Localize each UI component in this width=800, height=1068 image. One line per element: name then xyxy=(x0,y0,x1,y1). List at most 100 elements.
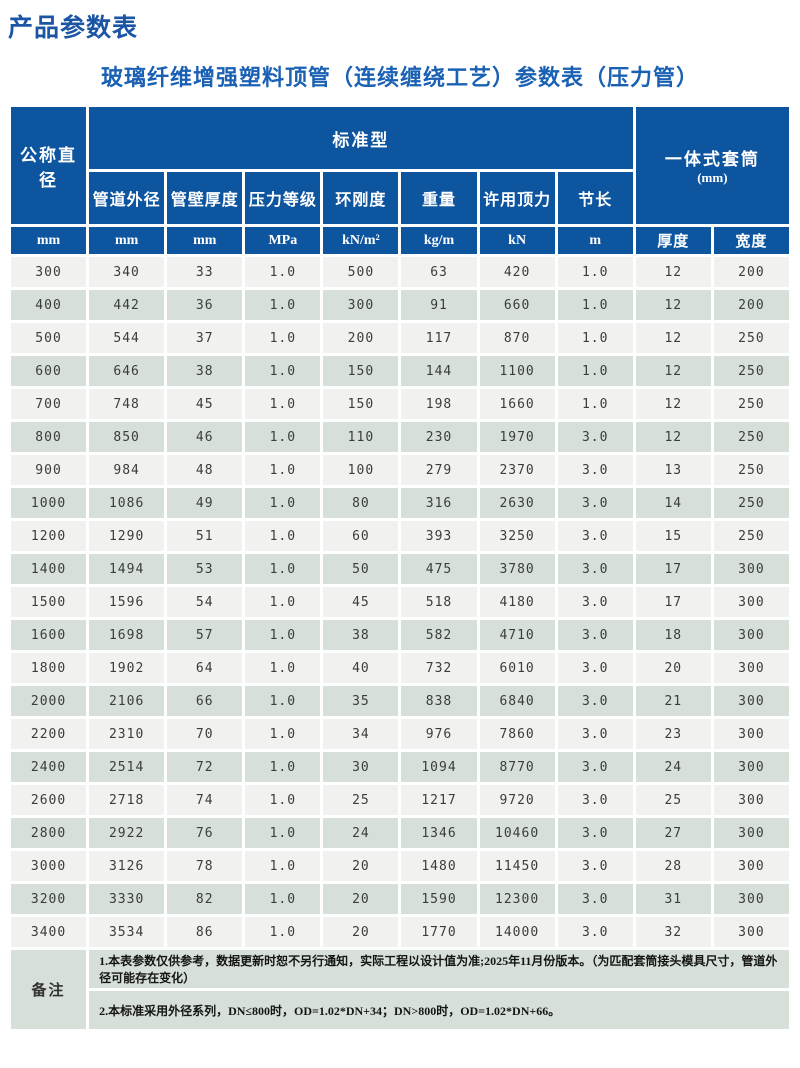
table-cell: 3.0 xyxy=(557,455,633,485)
table-row: 1400 1494 53 1.0 50 475 3780 3.0 17 300 xyxy=(11,554,789,584)
table-cell: 23 xyxy=(635,719,711,749)
table-cell: 279 xyxy=(401,455,477,485)
header-nominal-diameter: 公称直径 xyxy=(11,107,87,224)
table-cell: 1902 xyxy=(89,653,165,683)
table-header: 公称直径 标准型 一体式套筒 (mm) 管道外径 管壁厚度 压力等级 环刚度 重量 许用顶… xyxy=(11,107,789,254)
table-cell: 11450 xyxy=(479,851,555,881)
table-cell: 2630 xyxy=(479,488,555,518)
table-cell: 800 xyxy=(11,422,87,452)
table-row: 2200 2310 70 1.0 34 976 7860 3.0 23 300 xyxy=(11,719,789,749)
table-cell: 732 xyxy=(401,653,477,683)
table-cell: 420 xyxy=(479,257,555,287)
table-cell: 3.0 xyxy=(557,851,633,881)
table-body: 300 340 33 1.0 500 63 420 1.0 12 200 400 442 36 1.0 30… xyxy=(11,257,789,947)
header-unit: mm xyxy=(167,227,243,254)
table-cell: 250 xyxy=(713,356,789,386)
table-cell: 12 xyxy=(635,389,711,419)
table-cell: 48 xyxy=(167,455,243,485)
table-cell: 600 xyxy=(11,356,87,386)
table-row: 400 442 36 1.0 300 91 660 1.0 12 200 xyxy=(11,290,789,320)
table-cell: 1.0 xyxy=(557,356,633,386)
table-cell: 300 xyxy=(713,554,789,584)
table-cell: 4710 xyxy=(479,620,555,650)
table-cell: 3.0 xyxy=(557,653,633,683)
table-cell: 340 xyxy=(89,257,165,287)
table-cell: 24 xyxy=(323,818,399,848)
table-cell: 46 xyxy=(167,422,243,452)
table-cell: 1217 xyxy=(401,785,477,815)
table-cell: 110 xyxy=(323,422,399,452)
table-cell: 2400 xyxy=(11,752,87,782)
table-cell: 14000 xyxy=(479,917,555,947)
table-cell: 2922 xyxy=(89,818,165,848)
table-cell: 1290 xyxy=(89,521,165,551)
table-cell: 1.0 xyxy=(245,422,321,452)
table-cell: 2514 xyxy=(89,752,165,782)
table-cell: 316 xyxy=(401,488,477,518)
table-row: 2000 2106 66 1.0 35 838 6840 3.0 21 300 xyxy=(11,686,789,716)
header-subcolumn: 压力等级 xyxy=(245,172,321,224)
table-cell: 646 xyxy=(89,356,165,386)
page: 产品参数表 玻璃纤维增强塑料顶管（连续缠绕工艺）参数表（压力管） 公称直径 标准… xyxy=(0,8,800,1032)
table-cell: 3.0 xyxy=(557,785,633,815)
header-unit: 厚度 xyxy=(635,227,711,254)
table-cell: 1.0 xyxy=(245,719,321,749)
table-cell: 2370 xyxy=(479,455,555,485)
table-cell: 1494 xyxy=(89,554,165,584)
table-cell: 3.0 xyxy=(557,521,633,551)
table-cell: 1.0 xyxy=(245,257,321,287)
table-cell: 3200 xyxy=(11,884,87,914)
table-cell: 80 xyxy=(323,488,399,518)
page-title: 产品参数表 xyxy=(8,14,139,42)
table-cell: 34 xyxy=(323,719,399,749)
table-cell: 300 xyxy=(713,818,789,848)
table-cell: 250 xyxy=(713,521,789,551)
table-cell: 2310 xyxy=(89,719,165,749)
table-cell: 2600 xyxy=(11,785,87,815)
table-cell: 1094 xyxy=(401,752,477,782)
table-cell: 900 xyxy=(11,455,87,485)
table-cell: 1.0 xyxy=(557,257,633,287)
table-cell: 51 xyxy=(167,521,243,551)
table-cell: 1.0 xyxy=(245,851,321,881)
table-cell: 2718 xyxy=(89,785,165,815)
table-cell: 2106 xyxy=(89,686,165,716)
table-cell: 1.0 xyxy=(245,290,321,320)
table-cell: 72 xyxy=(167,752,243,782)
table-cell: 3780 xyxy=(479,554,555,584)
sleeve-title: 一体式套筒 xyxy=(664,150,760,169)
table-cell: 8770 xyxy=(479,752,555,782)
table-cell: 200 xyxy=(713,257,789,287)
table-row: 2400 2514 72 1.0 30 1094 8770 3.0 24 300 xyxy=(11,752,789,782)
header-unit: mm xyxy=(89,227,165,254)
header-unit: MPa xyxy=(245,227,321,254)
header-subcolumn: 许用顶力 xyxy=(479,172,555,224)
table-cell: 582 xyxy=(401,620,477,650)
table-cell: 544 xyxy=(89,323,165,353)
table-cell: 1660 xyxy=(479,389,555,419)
table-cell: 12 xyxy=(635,290,711,320)
header-subcolumn: 管壁厚度 xyxy=(167,172,243,224)
table-cell: 14 xyxy=(635,488,711,518)
table-row: 300 340 33 1.0 500 63 420 1.0 12 200 xyxy=(11,257,789,287)
table-row: 600 646 38 1.0 150 144 1100 1.0 12 250 xyxy=(11,356,789,386)
table-cell: 1.0 xyxy=(245,554,321,584)
table-cell: 20 xyxy=(323,851,399,881)
header-group-standard: 标准型 xyxy=(89,107,633,169)
table-cell: 33 xyxy=(167,257,243,287)
table-cell: 1.0 xyxy=(245,917,321,947)
table-cell: 250 xyxy=(713,323,789,353)
table-cell: 1.0 xyxy=(245,620,321,650)
table-cell: 1.0 xyxy=(557,290,633,320)
table-cell: 198 xyxy=(401,389,477,419)
table-cell: 78 xyxy=(167,851,243,881)
table-cell: 1.0 xyxy=(245,785,321,815)
table-cell: 1200 xyxy=(11,521,87,551)
table-cell: 20 xyxy=(323,917,399,947)
table-cell: 1400 xyxy=(11,554,87,584)
header-unit: mm xyxy=(11,227,87,254)
table-cell: 1100 xyxy=(479,356,555,386)
header-subcolumns-row: 管道外径 管壁厚度 压力等级 环刚度 重量 许用顶力 节长 xyxy=(11,172,789,224)
table-cell: 230 xyxy=(401,422,477,452)
table-cell: 10460 xyxy=(479,818,555,848)
